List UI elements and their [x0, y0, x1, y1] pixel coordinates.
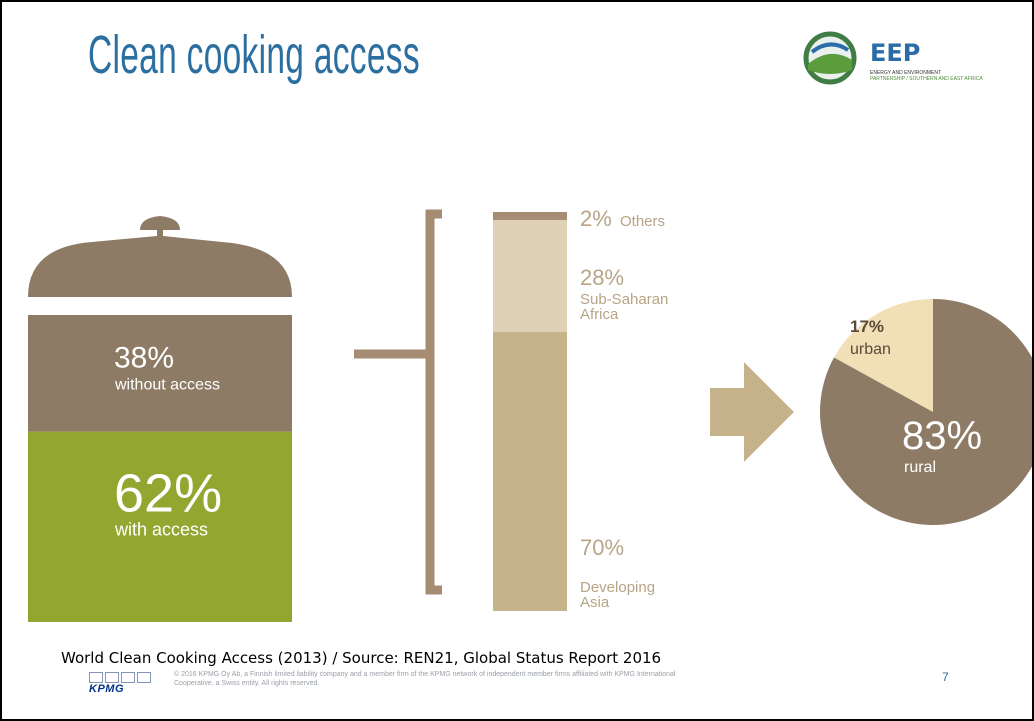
pot-segment-value: 38% [114, 341, 174, 374]
legal-notice: © 2016 KPMG Oy Ab, a Finnish limited lia… [174, 670, 874, 688]
bar-segment-label: Others [620, 213, 665, 230]
bar-segment-1 [493, 219, 567, 332]
pie-slice-0 [833, 299, 933, 412]
pot-segment-label: with access [114, 520, 208, 540]
legal-line-2: Cooperative, a Swiss entity. All rights … [174, 680, 320, 687]
pie-slice-value: 83% [902, 414, 982, 458]
eep-logo-subtitle-2: PARTNERSHIP / SOUTHERN AND EAST AFRICA [870, 76, 983, 82]
source-caption: World Clean Cooking Access (2013) / Sour… [61, 649, 662, 667]
pot-chart: 38% without access 62%with access [28, 315, 292, 622]
pot-lid [28, 216, 292, 297]
kpmg-logo: KPMG [89, 672, 151, 695]
pie-slice-label: rural [904, 459, 936, 476]
bar-segment-label: Sub-Saharan Africa [580, 291, 668, 323]
pot-segment-value: 62% [114, 464, 222, 524]
infographic: 38% without access 62%with access 2% Others… [28, 206, 1032, 622]
kpmg-boxes-icon [89, 672, 151, 683]
bar-segment-value: 28% [580, 265, 624, 290]
page-number: 7 [942, 670, 949, 684]
eep-logo-icon [803, 31, 857, 85]
urban-rural-pie: 17% urban 83%rural [820, 299, 1032, 525]
bar-segment-value: 2% [580, 206, 612, 231]
region-stacked-bar: 2% Others 28%Sub-Saharan Africa 70% Developin… [493, 206, 668, 611]
eep-logo-text: EEP [870, 39, 921, 67]
pot-segment-0 [28, 315, 292, 432]
pie-slice-value: 17% [850, 317, 884, 336]
slide-title: Clean cooking access [88, 25, 420, 85]
kpmg-logo-text: KPMG [89, 683, 124, 695]
legal-line-1: © 2016 KPMG Oy Ab, a Finnish limited lia… [174, 671, 676, 678]
pot-segment-label: without access [114, 376, 220, 393]
pie-slice-1 [820, 299, 1032, 525]
arrow-right-icon [710, 362, 794, 462]
bar-segment-0 [493, 212, 567, 220]
bracket [354, 209, 442, 595]
pie-slice-label: urban [850, 341, 891, 358]
bar-segment-2 [493, 331, 567, 611]
bar-segment-value: 70% [580, 535, 624, 560]
pot-segment-1 [28, 431, 292, 622]
bar-segment-label: Developing Asia [580, 579, 655, 611]
eep-logo-subtitle-1: ENERGY AND ENVIRONMENT [870, 70, 942, 76]
